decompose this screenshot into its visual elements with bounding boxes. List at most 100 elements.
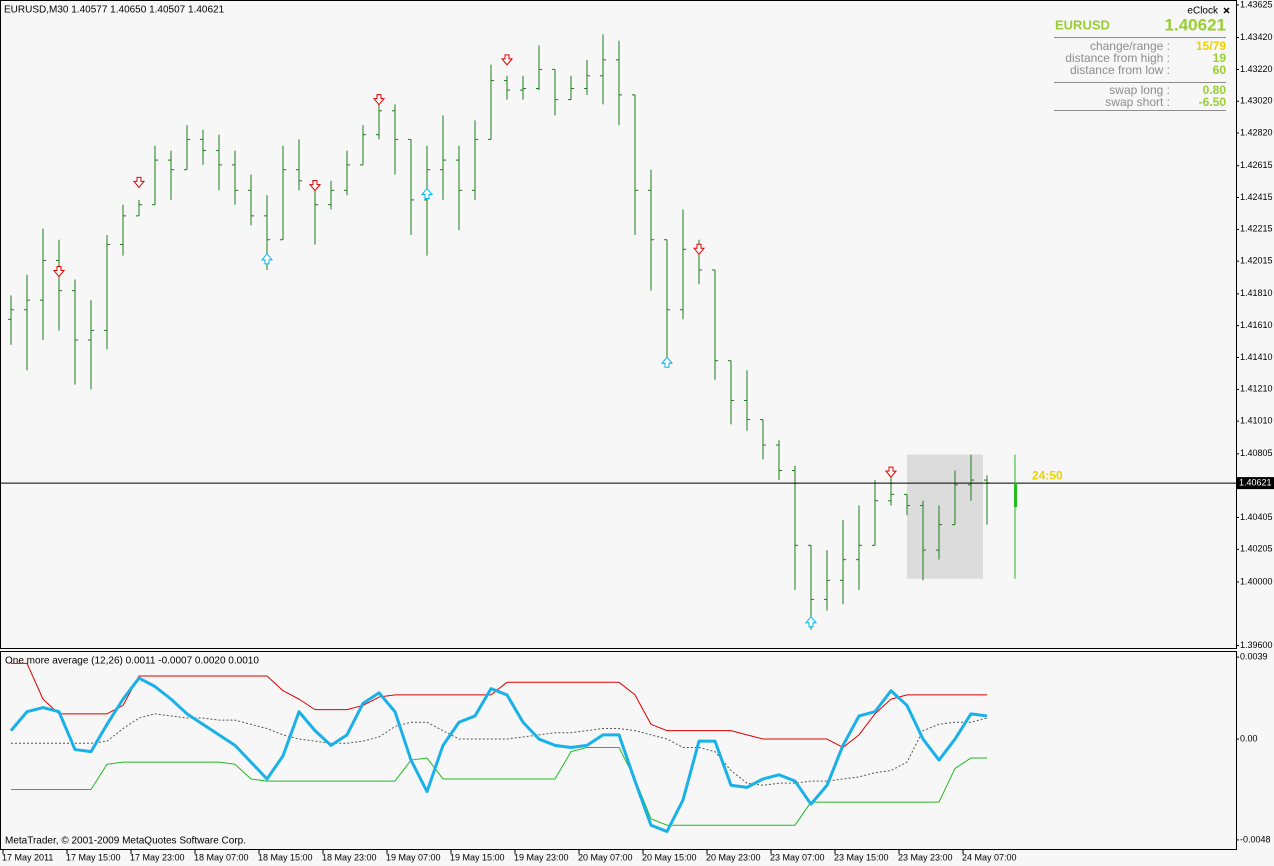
ohlc-bar: [872, 480, 878, 546]
ohlc-bar: [824, 550, 830, 611]
ohlc-bar: [232, 150, 238, 205]
ohlc-bar: [360, 125, 366, 166]
down-arrow: [884, 466, 898, 478]
y-tick-label: 1.42215: [1240, 224, 1273, 234]
indicator-line: [11, 746, 987, 826]
ohlc-bar: [152, 145, 158, 206]
ohlc-bar: [296, 139, 302, 191]
x-tick-label: 17 May 2011: [2, 852, 53, 862]
x-tick-label: 18 May 07:00: [194, 852, 249, 862]
ohlc-bar: [440, 115, 446, 200]
x-tick-label: 23 May 23:00: [898, 852, 953, 862]
up-arrow: [804, 615, 818, 628]
ohlc-bar: [616, 40, 622, 126]
ohlc-bar: [88, 300, 94, 390]
ohlc-bar: [216, 134, 222, 191]
ohlc-bar: [648, 169, 654, 291]
indicator-line: [9, 676, 988, 834]
ohlc-bar: [8, 295, 14, 345]
x-tick-label: 20 May 15:00: [642, 852, 697, 862]
ohlc-bar: [584, 59, 590, 95]
copyright: MetaTrader, © 2001-2009 MetaQuotes Softw…: [5, 836, 246, 847]
y-tick-label: 1.39600: [1240, 640, 1273, 650]
ohlc-bar: [792, 465, 798, 590]
ohlc-bar: [24, 274, 30, 371]
ohlc-bar: [392, 104, 398, 175]
ohlc-bar: [904, 493, 910, 516]
down-arrow: [372, 94, 386, 106]
ohlc-bar: [760, 419, 766, 460]
price-label-box: [1236, 477, 1274, 490]
eclock-value: 15/79: [1196, 39, 1226, 53]
main-panel: [0, 0, 1237, 649]
ohlc-bar: [56, 239, 62, 331]
up-arrow: [660, 356, 674, 368]
x-tick-label: 17 May 15:00: [66, 852, 121, 862]
ohlc-bar: [104, 234, 110, 350]
y-tick-label: 1.40000: [1240, 576, 1273, 586]
down-arrow: [308, 180, 322, 192]
ohlc-bar: [504, 75, 510, 100]
eclock-label: distance from low :: [1070, 63, 1170, 77]
up-arrow: [420, 187, 434, 200]
eclock-value: 60: [1213, 63, 1227, 77]
ohlc-bar: [936, 505, 942, 560]
eclock-label: swap short :: [1105, 95, 1170, 109]
y-tick-label: 1.42820: [1240, 127, 1273, 137]
y-tick-label: 1.42415: [1240, 192, 1273, 202]
ohlc-bar: [920, 500, 926, 581]
ohlc-bar: [808, 544, 814, 630]
x-tick-label: 24 May 07:00: [962, 852, 1017, 862]
down-arrow: [52, 266, 66, 278]
ohlc-bar: [536, 45, 542, 91]
eclock-price: 1.40621: [1165, 15, 1226, 34]
y-tick-label: 1.40405: [1240, 512, 1273, 522]
ohlc-bar: [456, 145, 462, 231]
down-arrow: [500, 54, 514, 66]
chart-title: EURUSD,M30 1.40577 1.40650 1.40507 1.406…: [4, 5, 225, 16]
up-arrow: [260, 253, 274, 265]
y-tick-label: 0.00: [1240, 733, 1258, 743]
eclock-value: -6.50: [1199, 95, 1227, 109]
ohlc-bar: [600, 34, 606, 105]
eclock-panel: eClock EURUSD 1.40621 change/range : 15/…: [1054, 6, 1230, 111]
indicator-line: [11, 662, 987, 748]
x-tick-label: 18 May 15:00: [258, 852, 313, 862]
ohlc-bar: [744, 370, 750, 431]
y-tick-label: 1.41810: [1240, 288, 1273, 298]
y-tick-label: -0.0048: [1240, 834, 1271, 844]
y-tick-label: 1.43020: [1240, 96, 1273, 106]
price-label: 1.40621: [1239, 477, 1272, 487]
eclock-value: 0.80: [1203, 83, 1227, 97]
ohlc-bar: [72, 279, 78, 385]
x-tick-label: 19 May 07:00: [386, 852, 441, 862]
y-tick-label: 1.41010: [1240, 416, 1273, 426]
ohlc-bar: [664, 239, 670, 361]
x-tick-label: 23 May 15:00: [834, 852, 889, 862]
y-tick-label: 1.42615: [1240, 160, 1273, 170]
y-tick-label: 1.43625: [1240, 0, 1273, 9]
eclock-label: swap long :: [1109, 83, 1170, 97]
range-box: [907, 454, 983, 579]
ohlc-bar: [632, 94, 638, 235]
ohlc-bar: [136, 199, 142, 217]
eclock-name: eClock: [1187, 6, 1219, 17]
y-tick-label: 0.0039: [1240, 651, 1268, 661]
ohlc-bar: [968, 454, 974, 501]
ohlc-bar: [168, 150, 174, 200]
ohlc-bar: [472, 120, 478, 200]
y-tick-label: 1.40205: [1240, 544, 1273, 554]
current-body: [1014, 483, 1017, 508]
ohlc-bar: [856, 505, 862, 590]
y-tick-label: 1.42015: [1240, 256, 1273, 266]
x-tick-label: 17 May 23:00: [130, 852, 185, 862]
ohlc-bar: [248, 174, 254, 226]
y-tick-label: 1.43220: [1240, 64, 1273, 74]
timer: 24:50: [1032, 468, 1063, 482]
eclock-value: 19: [1213, 51, 1227, 65]
ohlc-bar: [568, 75, 574, 101]
ohlc-bar: [120, 204, 126, 256]
down-arrow: [132, 176, 146, 189]
close-icon[interactable]: [1223, 7, 1230, 14]
